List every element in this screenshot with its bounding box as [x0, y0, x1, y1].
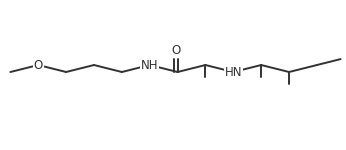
Text: HN: HN [225, 66, 242, 78]
Text: NH: NH [141, 58, 158, 72]
Text: O: O [171, 44, 180, 57]
Text: O: O [34, 58, 43, 72]
